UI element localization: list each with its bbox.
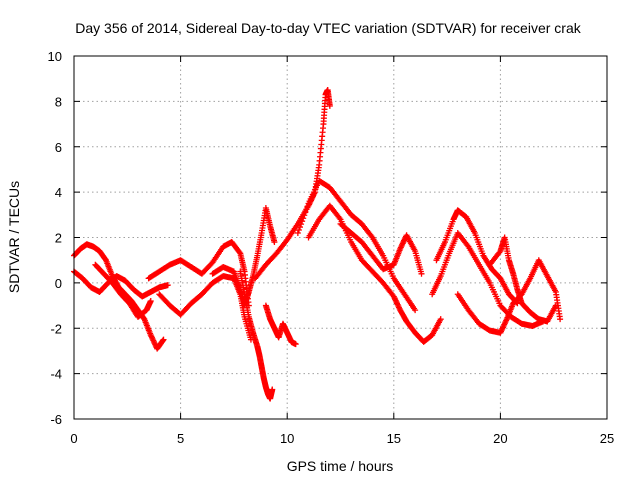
x-tick-label: 0 <box>70 431 77 446</box>
y-tick-label: 0 <box>55 276 62 291</box>
data-point <box>418 270 425 277</box>
data-point <box>301 212 308 219</box>
data-point <box>552 302 559 309</box>
data-point <box>269 386 276 393</box>
axis-ticks: 0 5 10 15 20 25 -6 -4 -2 0 2 4 6 8 10 <box>48 49 615 446</box>
data-point <box>298 221 305 228</box>
data-point <box>304 203 311 210</box>
y-tick-label: 6 <box>55 140 62 155</box>
data-point <box>557 316 564 323</box>
data-point <box>160 336 167 343</box>
data-point <box>294 229 301 236</box>
data-point <box>437 316 444 323</box>
series-sat-l <box>337 220 425 277</box>
series-sat-a <box>71 241 167 352</box>
data-point <box>236 249 243 256</box>
series-sat-o <box>454 257 564 336</box>
data-point <box>300 215 307 222</box>
data-point <box>296 224 303 231</box>
data-point <box>292 341 299 348</box>
y-tick-label: 10 <box>48 49 62 64</box>
y-axis-label: SDTVAR / TECUs <box>6 181 22 293</box>
y-tick-label: 4 <box>55 185 62 200</box>
y-tick-label: -2 <box>50 321 62 336</box>
data-point <box>271 239 278 246</box>
series-sat-m <box>433 207 521 307</box>
x-tick-label: 5 <box>177 431 184 446</box>
y-tick-label: 2 <box>55 231 62 246</box>
x-axis-label: GPS time / hours <box>287 458 394 474</box>
series-sat-d <box>145 239 252 309</box>
x-tick-label: 20 <box>493 431 507 446</box>
data-marks <box>71 87 564 402</box>
grid <box>74 56 607 419</box>
data-point <box>299 218 306 225</box>
series-sat-b <box>71 268 171 300</box>
chart-title: Day 356 of 2014, Sidereal Day-to-day VTE… <box>75 20 581 36</box>
data-point <box>303 206 310 213</box>
data-point <box>412 307 419 314</box>
data-point <box>326 102 333 109</box>
data-point <box>295 227 302 234</box>
y-tick-label: -4 <box>50 367 62 382</box>
y-tick-label: 8 <box>55 94 62 109</box>
series-sat-k <box>305 202 444 345</box>
series-sat-h <box>262 302 299 348</box>
data-point <box>164 282 171 289</box>
x-tick-label: 10 <box>280 431 294 446</box>
x-tick-label: 15 <box>387 431 401 446</box>
series-sat-p <box>486 234 559 325</box>
series-sat-g <box>237 268 276 402</box>
x-tick-label: 25 <box>600 431 614 446</box>
data-point <box>302 209 309 216</box>
y-tick-label: -6 <box>50 412 62 427</box>
data-point <box>147 298 154 305</box>
series-sat-c <box>92 261 154 320</box>
